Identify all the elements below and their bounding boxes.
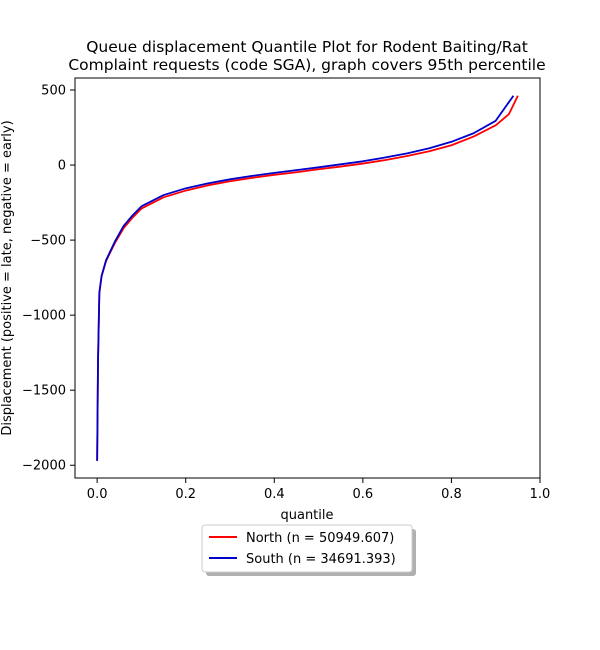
y-tick-label: −1500: [22, 384, 66, 399]
x-tick-label: 0.4: [264, 487, 285, 502]
x-tick-label: 0.8: [441, 487, 462, 502]
series-line-north: [96, 95, 519, 461]
plot-frame: [74, 77, 541, 479]
legend-label-north: North (n = 50949.607): [246, 531, 394, 546]
x-tick-label: 0.2: [175, 487, 196, 502]
x-tick-label: 0.6: [353, 487, 374, 502]
legend: North (n = 50949.607) South (n = 34691.3…: [201, 524, 416, 576]
x-tick-label: 0.0: [87, 487, 108, 502]
y-tick-label: −2000: [22, 459, 66, 474]
series-line-south: [96, 95, 515, 461]
x-tick-label: 1.0: [530, 487, 551, 502]
legend-box: [201, 524, 413, 573]
chart-title-line-2: Complaint requests (code SGA), graph cov…: [68, 56, 545, 74]
y-axis: 500 0 −500 −1000 −1500 −2000: [22, 84, 75, 474]
legend-label-south: South (n = 34691.393): [246, 552, 396, 567]
x-axis: 0.0 0.2 0.4 0.6 0.8 1.0: [87, 478, 551, 502]
chart-title-line-1: Queue displacement Quantile Plot for Rod…: [86, 38, 528, 56]
y-tick-label: 0: [58, 159, 66, 174]
plot-lines: [96, 95, 519, 461]
x-axis-label: quantile: [280, 508, 333, 523]
y-axis-label: Displacement (positive = late, negative …: [0, 120, 15, 435]
y-tick-label: −500: [30, 234, 66, 249]
y-tick-label: −1000: [22, 309, 66, 324]
y-tick-label: 500: [41, 84, 66, 99]
